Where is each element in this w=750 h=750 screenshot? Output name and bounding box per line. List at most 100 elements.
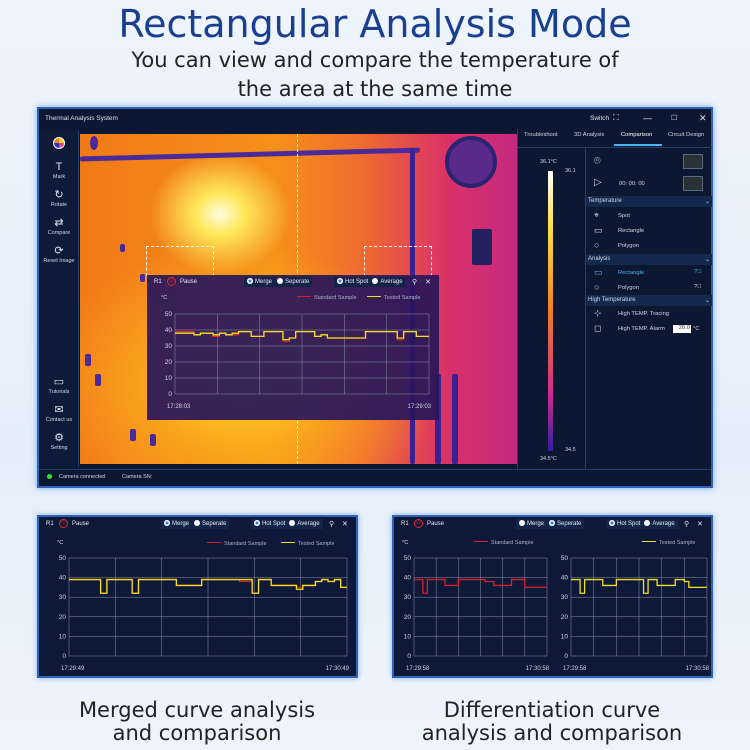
status-bar: Camera connected Camera SN: xyxy=(39,469,711,484)
thermal-image[interactable]: R1 ⏻ Pause Merge Seperate Hot Spot Average ⚲ ✕ °C… xyxy=(80,134,517,464)
y-tick-label: 10 xyxy=(561,633,569,640)
close-chart-icon[interactable]: ✕ xyxy=(342,521,348,528)
sample-mode-toggle: Hot Spot Average xyxy=(606,519,678,529)
video-thumbnail[interactable] xyxy=(683,176,703,191)
tab-troubleshoot[interactable]: Troubleshoot xyxy=(524,132,558,138)
right-panel: Troubleshoot 3D Analysis Comparison Circ… xyxy=(517,129,712,469)
tab-circuit-design[interactable]: Circuit Design xyxy=(668,132,705,138)
separate-radio[interactable]: Seperate xyxy=(277,278,309,285)
merge-radio[interactable]: Merge xyxy=(519,520,544,527)
pin-icon[interactable]: ⚲ xyxy=(684,521,690,528)
grid xyxy=(174,313,430,395)
sidebar-item-rotate[interactable]: ↻ Rotate xyxy=(39,189,79,208)
sidebar-item-mark[interactable]: T Mark xyxy=(39,161,79,180)
y-tick-label: 10 xyxy=(404,633,412,640)
chart-header: R1 ⏻ Pause Merge Seperate Hot Spot Average ⚲ ✕ xyxy=(394,517,711,532)
pause-button[interactable]: Pause xyxy=(180,279,198,285)
chart-header: R1 ⏻ Pause Merge Seperate Hot Spot Average ⚲ ✕ xyxy=(147,275,439,290)
pause-icon[interactable]: ⏻ xyxy=(167,277,176,286)
close-button[interactable]: ✕ xyxy=(699,113,707,123)
record-icon[interactable]: ▷ xyxy=(594,177,602,188)
close-chart-icon[interactable]: ✕ xyxy=(425,279,431,286)
merge-radio[interactable]: Merge xyxy=(247,278,272,285)
hot-spot-radio[interactable]: Hot Spot xyxy=(337,278,368,285)
series-line-tested-sample xyxy=(571,578,707,594)
pause-icon[interactable]: ⏻ xyxy=(414,519,423,528)
separate-radio[interactable]: Seperate xyxy=(194,520,226,527)
legend-standard-sample: Standard Sample xyxy=(207,541,267,547)
y-tick-label: 0 xyxy=(168,391,172,398)
text-icon: T xyxy=(55,161,63,173)
maximize-button[interactable]: ☐ xyxy=(671,115,678,122)
legend-tested-sample: Tested Sample xyxy=(367,295,420,301)
hot-spot-radio[interactable]: Hot Spot xyxy=(254,520,285,527)
series-line-tested-sample xyxy=(175,330,429,341)
y-tick-label: 0 xyxy=(564,653,568,660)
sidebar-item-setting[interactable]: ⚙ Setting xyxy=(39,432,79,451)
y-tick-label: 10 xyxy=(165,375,173,382)
pause-icon[interactable]: ⏻ xyxy=(59,519,68,528)
roi-rectangle[interactable] xyxy=(364,246,432,276)
spot-thermometer-icon: ⌖ xyxy=(594,210,600,220)
average-radio[interactable]: Average xyxy=(289,520,320,527)
y-tick-label: 30 xyxy=(165,343,173,350)
y-tick-label: 30 xyxy=(404,594,412,601)
separate-radio[interactable]: Seperate xyxy=(549,520,581,527)
average-radio[interactable]: Average xyxy=(644,520,675,527)
scale-min-marker: 34.5 xyxy=(565,447,576,453)
pause-button[interactable]: Pause xyxy=(72,521,90,527)
window-title: Thermal Analysis System xyxy=(45,115,118,122)
x-end-label: 17:30:58 xyxy=(686,666,710,672)
y-tick-label: 30 xyxy=(59,594,67,601)
temperature-section-header[interactable]: Temperature ⌄ xyxy=(586,196,712,207)
y-tick-label: 20 xyxy=(561,614,569,621)
snapshot-thumbnail[interactable] xyxy=(683,154,703,169)
switch-button[interactable]: Switch xyxy=(590,115,610,122)
grid xyxy=(68,557,348,657)
camera-icon[interactable]: ⌾ xyxy=(594,155,601,167)
switch-icon[interactable]: ⛶ xyxy=(613,113,619,122)
book-icon: ▭ xyxy=(53,376,65,388)
unit-label: °C xyxy=(161,295,168,301)
y-tick-label: 10 xyxy=(59,633,67,640)
tab-3d-analysis[interactable]: 3D Analysis xyxy=(574,132,605,138)
y-tick-label: 0 xyxy=(407,653,411,660)
sidebar-item-compare[interactable]: ⇄ Compare xyxy=(39,217,79,236)
y-tick-label: 50 xyxy=(59,555,67,562)
x-end-label: 17:30:49 xyxy=(326,666,350,672)
hot-spot-radio[interactable]: Hot Spot xyxy=(609,520,640,527)
pin-icon[interactable]: ⚲ xyxy=(329,521,335,528)
caption-left-2: and comparison xyxy=(112,721,282,745)
unit-label: °C xyxy=(57,540,64,546)
connection-status: Camera connected xyxy=(59,474,106,480)
line-chart: 0 10 20 30 40 50 17:28:03 17:29:03 xyxy=(165,311,432,410)
sidebar-item-reset-image[interactable]: ⟳ Reset Image xyxy=(39,245,79,264)
y-tick-label: 30 xyxy=(561,594,569,601)
line-chart: 0 10 20 30 40 50 17:29:49 17:30:49 xyxy=(59,555,350,672)
merge-radio[interactable]: Merge xyxy=(164,520,189,527)
sidebar-item-contact-us[interactable]: ✉ Contact us xyxy=(39,404,79,423)
sample-mode-toggle: Hot Spot Average xyxy=(334,277,406,287)
pause-button[interactable]: Pause xyxy=(427,521,445,527)
sample-mode-toggle: Hot Spot Average xyxy=(251,519,323,529)
merged-chart-panel: R1 ⏻ Pause Merge Seperate Hot Spot Average ⚲ ✕ °C… xyxy=(37,515,358,678)
sidebar-item-tutorials[interactable]: ▭ Tutorials xyxy=(39,376,79,395)
help-icon[interactable]: ?⃝ xyxy=(694,269,702,275)
tab-comparison[interactable]: Comparison xyxy=(621,132,653,138)
roi-rectangle[interactable] xyxy=(146,246,214,276)
minimize-button[interactable]: — xyxy=(643,113,652,123)
x-start-label: 17:29:58 xyxy=(406,666,430,672)
help-icon[interactable]: ?⃝ xyxy=(694,284,702,290)
average-radio[interactable]: Average xyxy=(372,278,403,285)
region-label: R1 xyxy=(154,279,162,285)
display-mode-toggle: Merge Seperate xyxy=(161,519,230,529)
analysis-section-header[interactable]: Analysis ⌄ xyxy=(586,254,712,265)
x-start-label: 17:28:03 xyxy=(167,404,191,410)
caption-right-1: Differentiation curve xyxy=(443,698,661,722)
close-chart-icon[interactable]: ✕ xyxy=(697,521,703,528)
high-temperature-section-header[interactable]: High Temperature ⌄ xyxy=(586,295,712,306)
pin-icon[interactable]: ⚲ xyxy=(412,279,418,286)
alarm-threshold-input[interactable]: 20.0 xyxy=(673,325,691,333)
grid xyxy=(570,557,708,657)
sidebar-item-palette[interactable] xyxy=(39,137,79,151)
